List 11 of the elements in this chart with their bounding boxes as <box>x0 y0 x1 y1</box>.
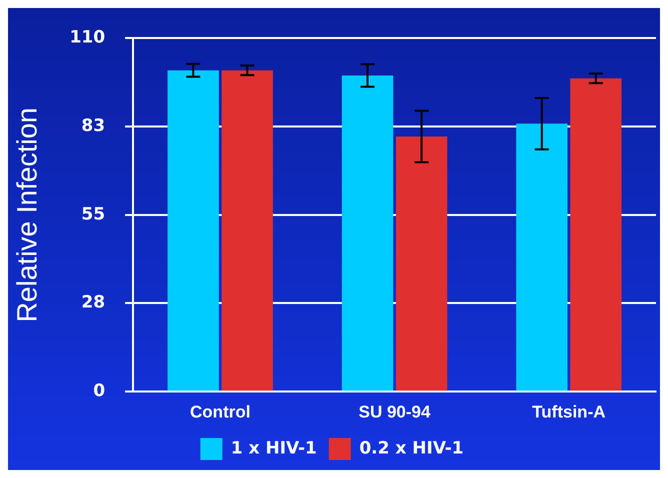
x-tick-label: SU 90-94 <box>358 402 431 422</box>
y-axis-title: Relative Infection <box>12 108 43 322</box>
x-tick-label: Tuftsin-A <box>532 402 606 422</box>
legend-label: 0.2 x HIV-1 <box>359 438 464 458</box>
y-tick-label: 28 <box>81 292 106 313</box>
y-tick-label: 55 <box>81 204 106 224</box>
y-tick-label: 110 <box>70 28 106 48</box>
x-tick-label: Control <box>190 402 250 422</box>
y-tick-label: 83 <box>81 116 106 136</box>
legend-label: 1 x HIV-1 <box>230 438 317 458</box>
y-tick-label: 0 <box>93 381 106 402</box>
